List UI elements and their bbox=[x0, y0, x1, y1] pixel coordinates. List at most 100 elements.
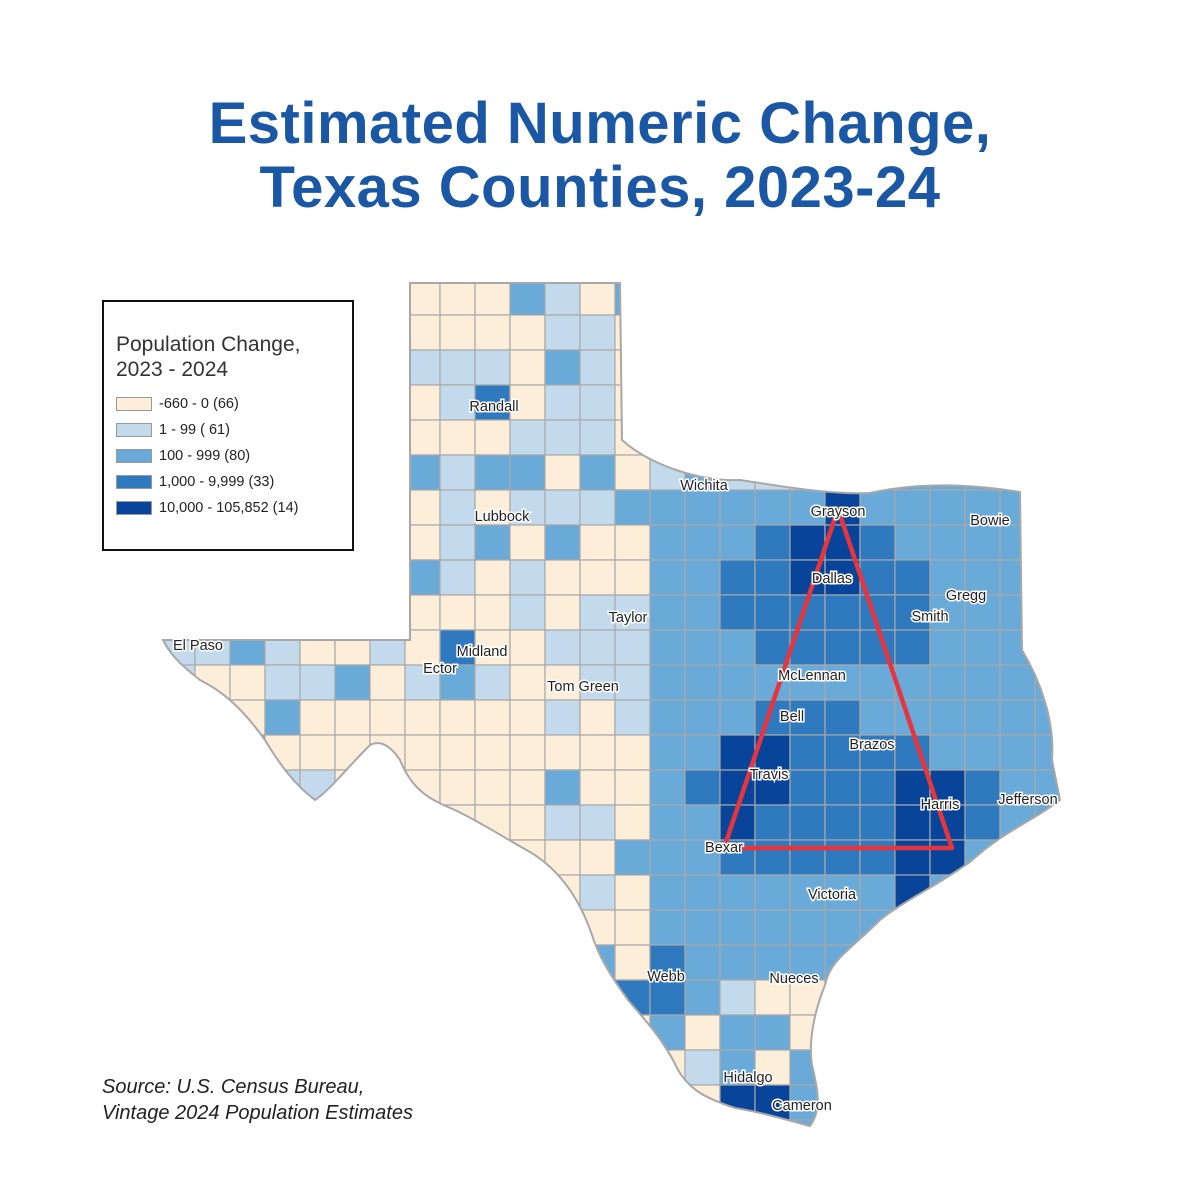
county-cell bbox=[474, 839, 511, 876]
county-cell bbox=[894, 489, 931, 526]
county-label: Smith bbox=[911, 609, 948, 625]
county-cell bbox=[194, 944, 231, 981]
county-cell bbox=[894, 629, 931, 666]
county-cell bbox=[1034, 629, 1060, 666]
county-cell bbox=[194, 734, 231, 771]
county-cell bbox=[370, 1155, 405, 1190]
county-cell bbox=[579, 559, 616, 596]
county-cell bbox=[439, 629, 476, 666]
county-cell bbox=[579, 804, 616, 841]
county-cell bbox=[614, 769, 651, 806]
county-cell bbox=[369, 804, 406, 841]
county-cell bbox=[684, 314, 721, 351]
county-label: Randall bbox=[469, 399, 518, 415]
county-cell bbox=[614, 1119, 651, 1126]
county-cell bbox=[684, 909, 721, 946]
county-cell bbox=[474, 664, 511, 701]
county-cell bbox=[614, 419, 651, 456]
county-cell bbox=[964, 314, 1001, 351]
county-cell bbox=[894, 979, 931, 1016]
county-cell bbox=[930, 1155, 965, 1190]
county-cell bbox=[859, 699, 896, 736]
county-cell bbox=[334, 1014, 371, 1051]
county-cell bbox=[894, 594, 931, 631]
county-cell bbox=[999, 454, 1036, 491]
county-cell bbox=[369, 909, 406, 946]
county-cell bbox=[194, 769, 231, 806]
county-cell bbox=[684, 734, 721, 771]
county-cell bbox=[264, 769, 301, 806]
county-cell bbox=[824, 979, 861, 1016]
county-cell bbox=[439, 1119, 476, 1126]
county-cell bbox=[580, 1155, 615, 1190]
county-cell bbox=[614, 1084, 651, 1121]
county-cell bbox=[999, 419, 1036, 456]
county-cell bbox=[334, 909, 371, 946]
county-cell bbox=[790, 1155, 825, 1190]
county-label: Bexar bbox=[705, 840, 743, 856]
county-cell bbox=[1070, 980, 1105, 1015]
county-cell bbox=[299, 559, 336, 596]
county-cell bbox=[859, 349, 896, 386]
county-cell bbox=[719, 909, 756, 946]
county-cell bbox=[369, 1014, 406, 1051]
county-cell bbox=[334, 839, 371, 876]
county-cell bbox=[369, 419, 406, 456]
county-cell bbox=[719, 524, 756, 561]
texas-triangle-overlay bbox=[721, 506, 955, 851]
county-cell bbox=[789, 283, 826, 316]
county-cell bbox=[1034, 524, 1060, 561]
county-cell bbox=[964, 629, 1001, 666]
county-cell bbox=[509, 559, 546, 596]
county-cell bbox=[440, 1155, 475, 1190]
county-cell bbox=[163, 594, 196, 631]
county-cell bbox=[929, 384, 966, 421]
county-cell bbox=[509, 769, 546, 806]
county-label: Victoria bbox=[808, 887, 857, 903]
county-cell bbox=[929, 874, 966, 911]
county-cell bbox=[229, 944, 266, 981]
legend-swatch bbox=[116, 397, 152, 411]
county-cell bbox=[1034, 283, 1060, 316]
legend-item: 10,000 - 105,852 (14) bbox=[116, 495, 352, 521]
county-cell bbox=[369, 594, 406, 631]
county-cell bbox=[369, 314, 406, 351]
county-cell bbox=[929, 664, 966, 701]
county-cell bbox=[229, 979, 266, 1016]
county-cell bbox=[544, 489, 581, 526]
county-label: Harris bbox=[921, 797, 960, 813]
county-cell bbox=[929, 1014, 966, 1051]
county-cell bbox=[369, 283, 406, 316]
county-cell bbox=[964, 979, 1001, 1016]
county-cell bbox=[649, 384, 686, 421]
county-cell bbox=[684, 629, 721, 666]
county-cell bbox=[1070, 700, 1105, 735]
county-cell bbox=[684, 384, 721, 421]
county-cell bbox=[369, 979, 406, 1016]
county-cell bbox=[439, 944, 476, 981]
county-cell bbox=[544, 839, 581, 876]
county-cell bbox=[614, 1049, 651, 1086]
county-cell bbox=[474, 1049, 511, 1086]
county-cell bbox=[684, 664, 721, 701]
county-cell bbox=[929, 489, 966, 526]
county-cell bbox=[229, 594, 266, 631]
county-cell bbox=[509, 629, 546, 666]
county-cell bbox=[964, 384, 1001, 421]
county-cell bbox=[754, 629, 791, 666]
county-cell bbox=[369, 664, 406, 701]
county-cell bbox=[1034, 489, 1060, 526]
county-cell bbox=[334, 944, 371, 981]
county-cell bbox=[964, 349, 1001, 386]
county-cell bbox=[859, 384, 896, 421]
county-cell bbox=[229, 1014, 266, 1051]
county-cell bbox=[1034, 1084, 1060, 1121]
county-cell bbox=[894, 559, 931, 596]
county-cell bbox=[999, 559, 1036, 596]
county-cell bbox=[754, 874, 791, 911]
county-cell bbox=[439, 283, 476, 316]
county-cell bbox=[509, 349, 546, 386]
county-cell bbox=[789, 524, 826, 561]
county-cell bbox=[894, 419, 931, 456]
county-cell bbox=[544, 909, 581, 946]
